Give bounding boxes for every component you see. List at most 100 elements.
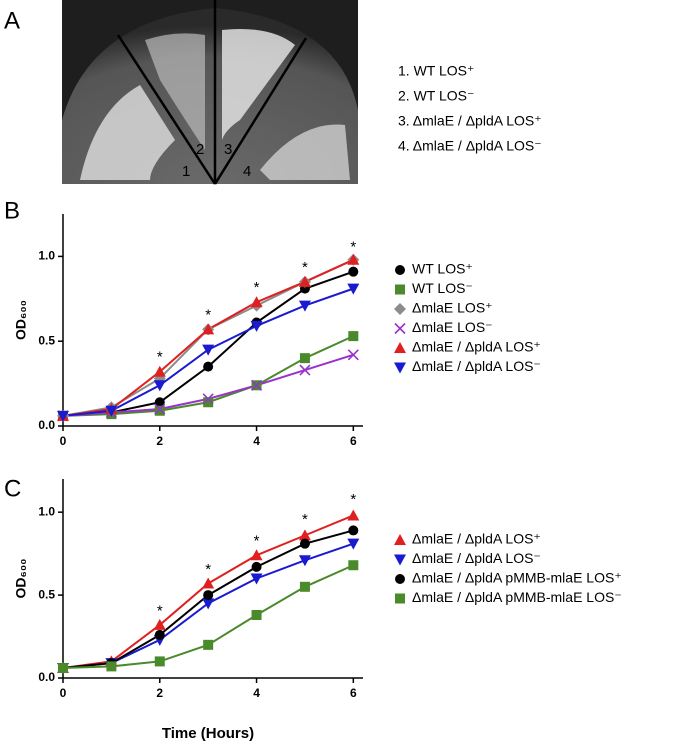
annotation: * <box>254 533 260 550</box>
legend-label: WT LOS⁺ <box>412 261 473 277</box>
marker <box>153 380 166 392</box>
sector-number: 1 <box>182 163 190 180</box>
marker <box>250 379 263 391</box>
x-tick-label: 4 <box>253 686 260 700</box>
annotation: * <box>350 238 356 255</box>
x-tick-label: 2 <box>156 434 163 448</box>
marker <box>395 574 405 584</box>
marker <box>154 405 165 416</box>
y-axis-label: OD₆₀₀ <box>13 300 29 340</box>
strain-label: 3. ΔmlaE / ΔpldA LOS⁺ <box>398 113 542 129</box>
marker <box>154 629 165 640</box>
marker <box>394 342 406 353</box>
marker <box>298 555 311 567</box>
legend-label: ΔmlaE LOS⁻ <box>412 319 493 335</box>
marker <box>154 403 166 415</box>
marker <box>299 364 311 376</box>
marker <box>202 577 215 589</box>
y-tick-label: 0.0 <box>38 418 55 432</box>
y-tick-label: 1.0 <box>38 249 55 263</box>
legend-label: ΔmlaE / ΔpldA LOS⁻ <box>412 358 541 374</box>
legend-label: ΔmlaE / ΔpldA LOS⁺ <box>412 339 541 355</box>
marker <box>395 265 405 275</box>
plate-photo <box>62 0 358 185</box>
x-tick-label: 6 <box>350 686 357 700</box>
marker <box>394 362 406 374</box>
marker <box>251 561 262 572</box>
legend-label: ΔmlaE / ΔpldA pMMB-mlaE LOS⁺ <box>412 570 622 586</box>
series-line <box>62 270 354 417</box>
marker <box>202 393 214 405</box>
sector-number: 2 <box>196 141 204 158</box>
x-axis-label: Time (Hours) <box>162 725 254 742</box>
y-tick-label: 0.0 <box>38 670 55 684</box>
legend-label: ΔmlaE LOS⁺ <box>412 300 493 316</box>
marker <box>298 300 311 312</box>
x-tick-label: 4 <box>253 434 260 448</box>
panel-label: A <box>4 7 20 34</box>
marker <box>203 639 214 650</box>
x-tick-label: 0 <box>60 434 67 448</box>
marker <box>348 560 359 571</box>
marker <box>299 581 310 592</box>
marker <box>347 509 360 521</box>
marker <box>347 538 360 550</box>
legend-label: ΔmlaE / ΔpldA LOS⁻ <box>412 550 541 566</box>
x-tick-label: 6 <box>350 434 357 448</box>
x-tick-label: 2 <box>156 686 163 700</box>
annotation: * <box>205 306 211 323</box>
marker <box>202 344 215 356</box>
annotation: * <box>205 561 211 578</box>
marker <box>394 534 406 545</box>
annotation: * <box>302 259 308 276</box>
marker <box>251 609 262 620</box>
y-tick-label: 0.5 <box>38 587 55 601</box>
marker <box>347 349 359 361</box>
marker <box>394 554 406 566</box>
marker <box>203 361 214 372</box>
marker <box>298 529 311 541</box>
marker <box>348 525 359 536</box>
series-line <box>62 258 354 417</box>
marker <box>250 296 263 308</box>
marker <box>250 573 263 585</box>
legend-label: ΔmlaE / ΔpldA pMMB-mlaE LOS⁻ <box>412 589 622 605</box>
panel-label: B <box>4 197 20 224</box>
strain-label: 1. WT LOS⁺ <box>398 63 474 79</box>
marker <box>58 663 68 674</box>
y-tick-label: 1.0 <box>38 504 55 518</box>
legend-label: ΔmlaE / ΔpldA LOS⁺ <box>412 531 541 547</box>
annotation: * <box>350 491 356 508</box>
marker <box>347 283 360 295</box>
marker <box>250 549 263 561</box>
marker <box>154 397 165 408</box>
x-tick-label: 0 <box>60 686 67 700</box>
annotation: * <box>157 349 163 366</box>
marker <box>394 303 406 315</box>
annotation: * <box>254 279 260 296</box>
marker <box>202 598 215 610</box>
marker <box>394 322 406 335</box>
marker <box>203 397 214 408</box>
strain-label: 4. ΔmlaE / ΔpldA LOS⁻ <box>398 138 542 154</box>
marker <box>299 538 310 549</box>
marker <box>250 320 263 332</box>
marker <box>395 284 405 295</box>
sector-number: 3 <box>224 141 232 158</box>
strain-label: 2. WT LOS⁻ <box>398 88 474 104</box>
sector-number: 4 <box>243 163 251 180</box>
marker <box>395 593 405 604</box>
marker <box>154 656 165 667</box>
marker <box>299 353 310 364</box>
marker <box>57 410 69 422</box>
annotation: * <box>157 602 163 619</box>
marker <box>298 275 311 287</box>
marker <box>153 618 166 630</box>
series-line <box>62 258 354 417</box>
marker <box>203 590 214 601</box>
y-tick-label: 0.5 <box>38 333 55 347</box>
panel-label: C <box>4 475 21 502</box>
annotation: * <box>302 511 308 528</box>
marker <box>347 253 360 265</box>
